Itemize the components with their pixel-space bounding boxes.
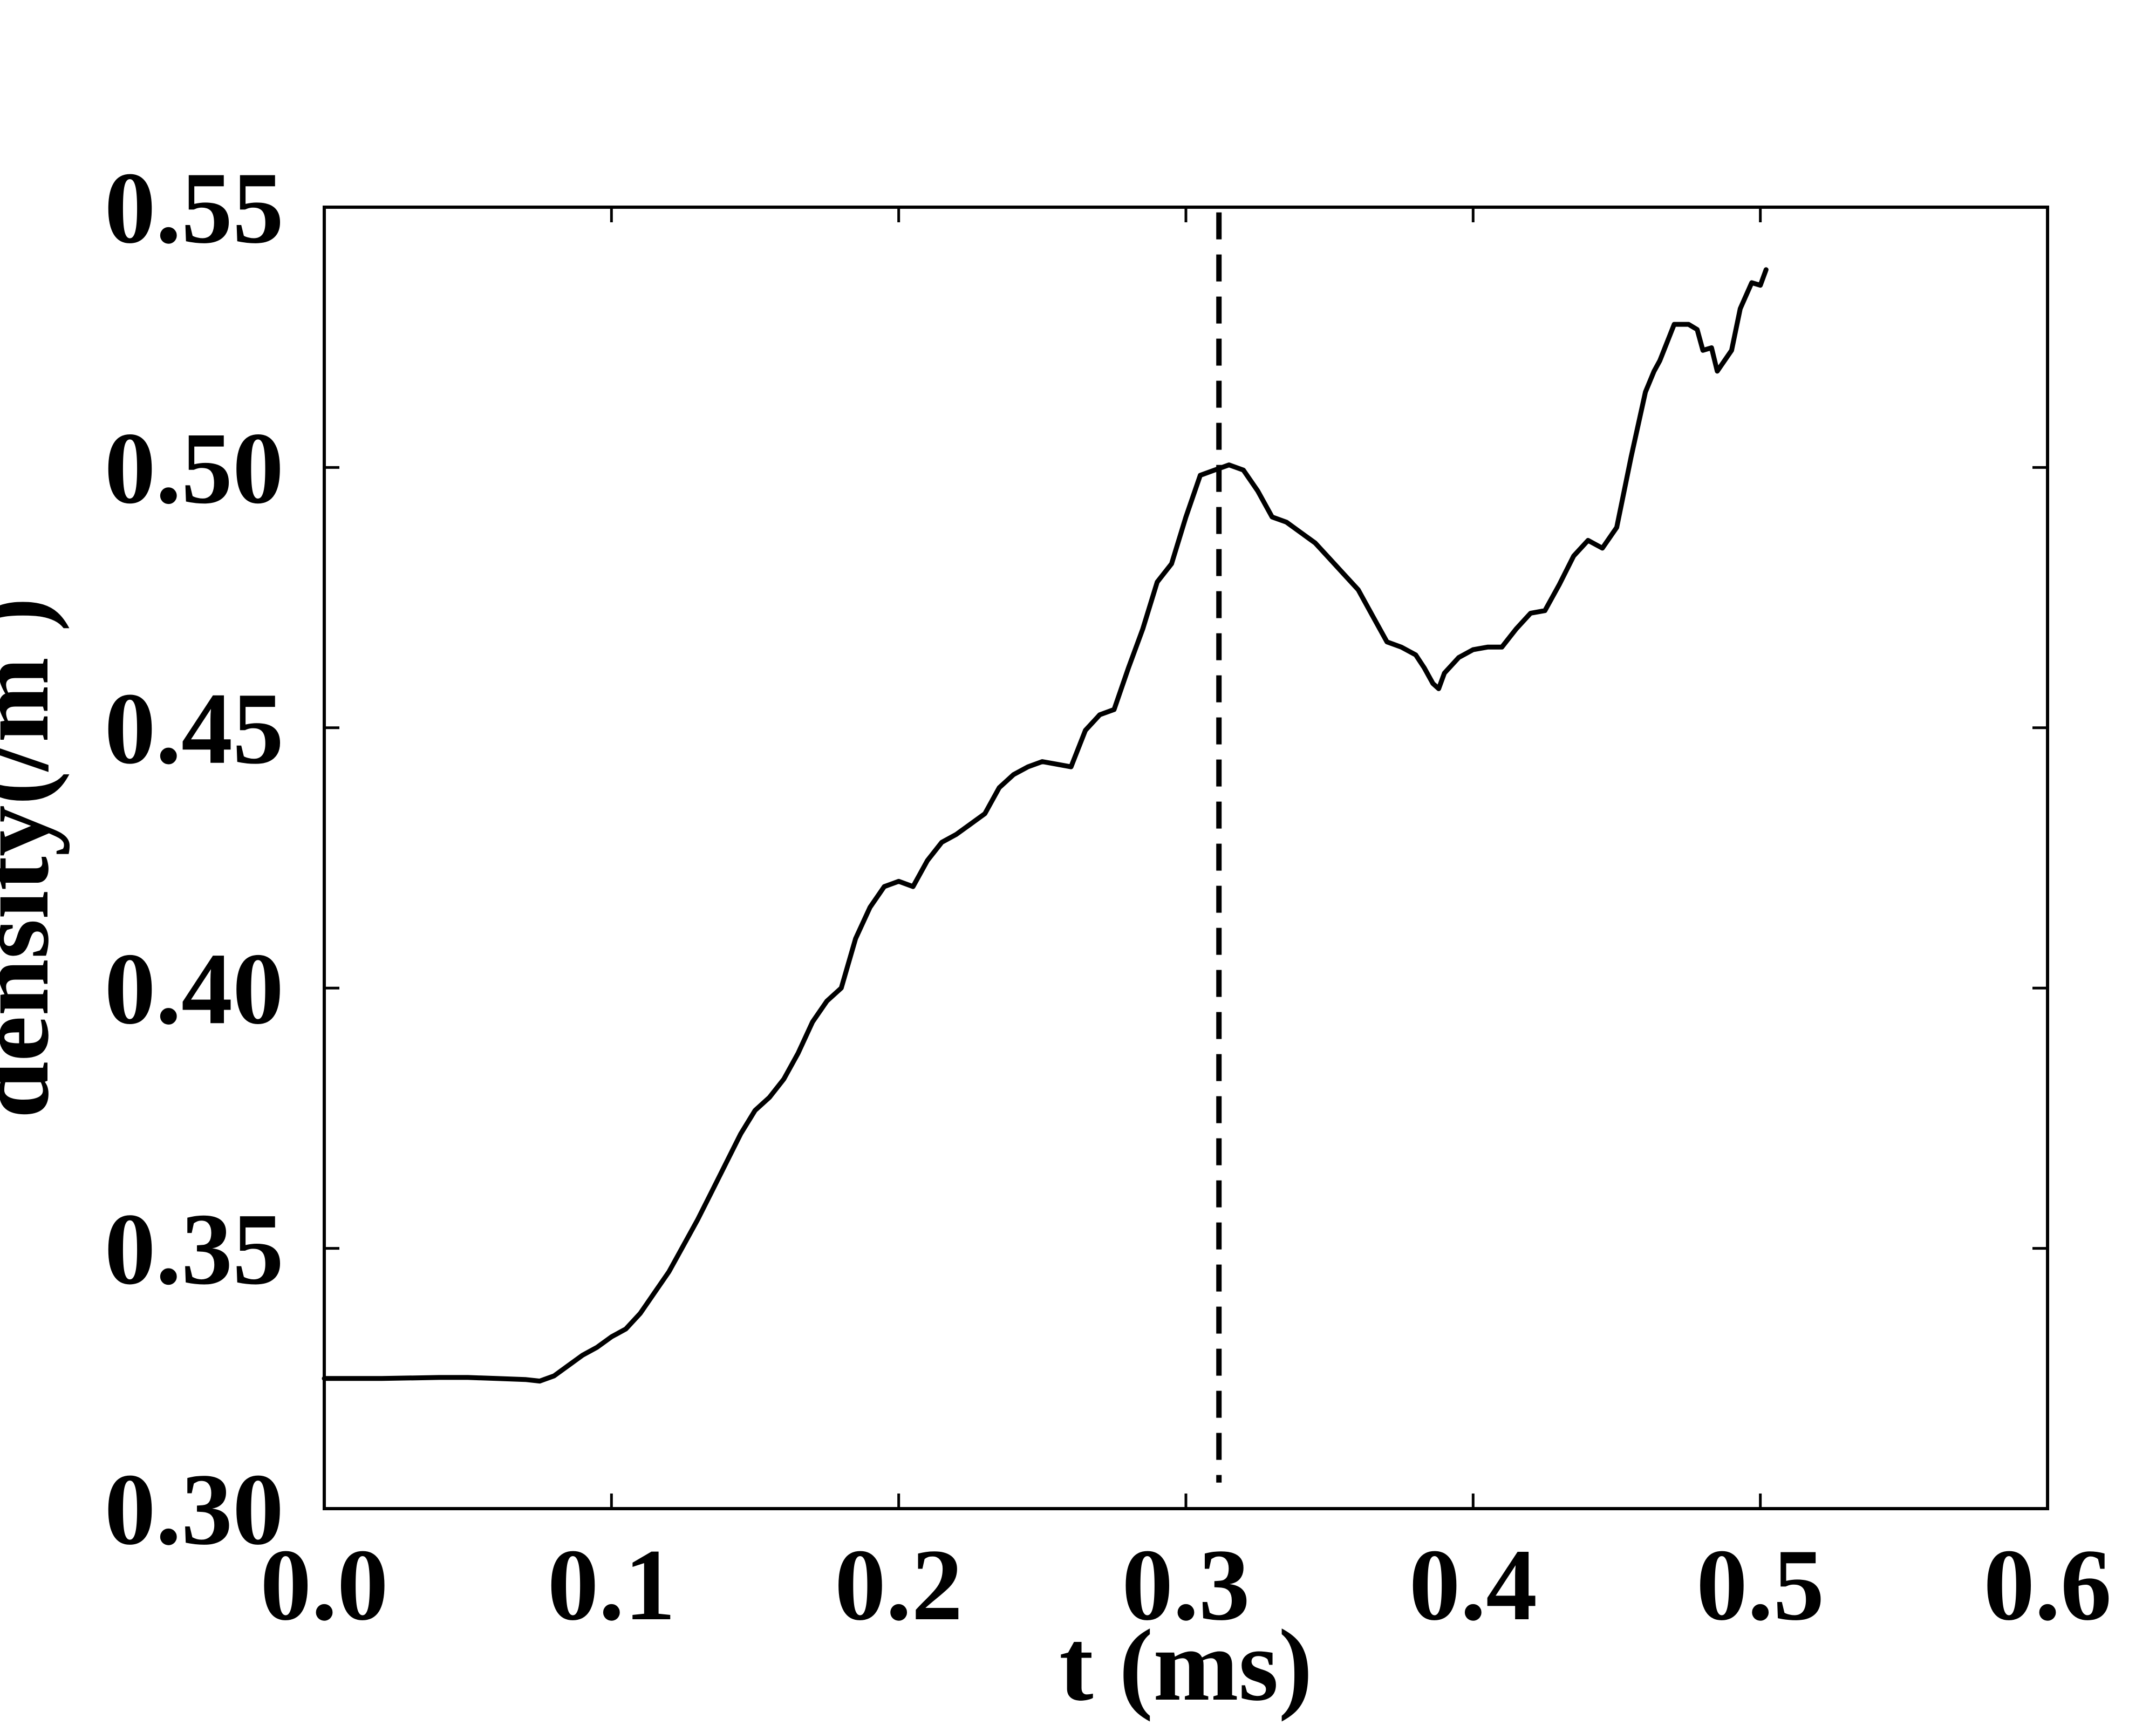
y-tick-label: 0.40 <box>105 932 284 1046</box>
y-tick-label: 0.30 <box>105 1453 284 1566</box>
x-tick-label: 0.6 <box>1983 1529 2112 1642</box>
x-tick-label: 0.4 <box>1409 1529 1538 1642</box>
y-tick-label: 0.55 <box>105 152 284 265</box>
x-tick-label: 0.3 <box>1122 1529 1250 1642</box>
y-axis-title: density(/m ) <box>0 597 70 1119</box>
x-tick-label: 0.1 <box>548 1529 676 1642</box>
x-tick-label: 0.0 <box>260 1529 388 1642</box>
x-tick-label: 0.5 <box>1696 1529 1825 1642</box>
x-tick-label: 0.2 <box>835 1529 963 1642</box>
plot-frame <box>323 206 2049 1510</box>
y-tick-label: 0.45 <box>105 672 284 786</box>
tick-labels: 0.0 0.1 0.2 0.3 0.4 0.5 0.6 0.30 0.35 0.40 0.45 0.5… <box>105 152 2112 1642</box>
y-tick-label: 0.50 <box>105 412 284 525</box>
x-axis-title: t (ms) <box>1059 1609 1313 1722</box>
y-tick-label: 0.35 <box>105 1193 284 1306</box>
series-line <box>322 267 1769 1384</box>
